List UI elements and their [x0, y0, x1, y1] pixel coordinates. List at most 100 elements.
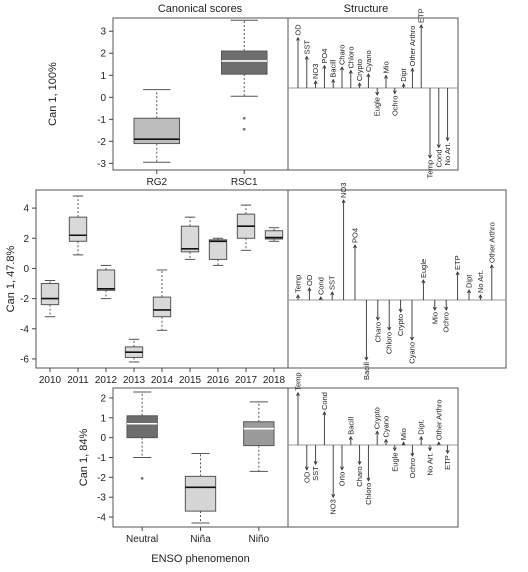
header-canonical-scores: Canonical scores	[158, 3, 243, 15]
loading-eugle	[375, 88, 380, 96]
loading-label: Ochro	[390, 96, 399, 116]
loading-temp	[428, 88, 432, 159]
loading-label: Mio	[399, 428, 408, 440]
arrow-head	[348, 69, 353, 74]
loading-label: ETP	[453, 255, 462, 270]
loading-temp	[296, 294, 300, 300]
y-tick-label: 1	[100, 71, 106, 82]
outlier-point	[242, 116, 246, 120]
loading-cyano	[366, 73, 371, 88]
arrow-head	[296, 36, 300, 41]
x-tick-label: 2017	[235, 375, 258, 386]
loading-po4	[322, 64, 327, 88]
box-2013	[124, 338, 144, 372]
loading-label: Crypto	[373, 407, 382, 429]
structure-frame	[287, 189, 507, 369]
loading-ochro	[410, 445, 415, 457]
loading-label: SST	[328, 275, 337, 290]
loading-label: Mio	[382, 61, 391, 73]
y-tick-label: 2	[23, 234, 29, 245]
loading-dipt	[401, 82, 406, 88]
loading-label: Charo	[373, 322, 382, 342]
y-axis-label: Can 1, 47.8%	[5, 245, 17, 312]
arrow-head	[331, 78, 336, 83]
loading-label: Crypto	[396, 314, 405, 336]
loading-dipt	[467, 289, 471, 300]
loading-label: Cyano	[364, 50, 373, 72]
y-tick-label: -4	[97, 513, 106, 524]
loading-label: Charo	[355, 466, 364, 486]
x-tick-label: 2015	[179, 375, 202, 386]
arrow-head	[445, 450, 450, 455]
loading-label: SST	[302, 39, 311, 54]
arrow-head	[392, 90, 397, 95]
box-iqr	[264, 230, 284, 240]
loading-no-art-	[478, 294, 483, 300]
loading-label: No Art.	[443, 143, 452, 166]
arrow-head	[401, 82, 406, 87]
box-iqr	[208, 239, 228, 260]
loading-label: No Art.	[476, 270, 485, 293]
loading-orto	[340, 445, 344, 471]
loading-od	[304, 445, 309, 471]
loading-no-art-	[428, 445, 432, 452]
loading-label: ETP	[443, 455, 452, 470]
loading-crypto	[375, 430, 380, 445]
arrow-head	[357, 461, 362, 466]
loading-label: Temp	[294, 275, 303, 293]
loading-eugle	[421, 279, 426, 300]
y-tick-label: -1	[97, 115, 106, 126]
arrow-head	[384, 438, 388, 443]
loading-label: Chloro	[364, 483, 373, 505]
arrow-head	[478, 294, 483, 299]
y-tick-label: 0	[100, 433, 106, 444]
charts-layer: 3 2 1 0 -1 -2 -3 Can 1, 100% RG2 RSC1 4 2 0 -2 -4 -6 Can…	[5, 8, 507, 565]
loading-label: Other Arthro	[487, 222, 496, 263]
loading-label: NO3	[329, 499, 338, 514]
box-2016	[208, 237, 228, 372]
loading-eugle	[392, 445, 397, 452]
loading-label: Cond	[316, 277, 325, 295]
loading-ochro	[392, 88, 397, 95]
loading-sst	[313, 445, 318, 466]
arrow-head	[304, 55, 309, 60]
arrow-head	[340, 466, 344, 471]
x-axis-label: ENSO phenomenon	[151, 553, 249, 565]
y-tick-label: 2	[100, 49, 106, 60]
loading-sst	[304, 55, 309, 88]
loading-label: OD	[305, 274, 314, 286]
arrow-head	[444, 306, 449, 311]
box-2015	[180, 216, 200, 372]
loading-label: NO3	[339, 183, 348, 198]
loading-label: Temp	[426, 160, 435, 178]
y-tick-label: 4	[23, 204, 29, 215]
box-iqr	[96, 269, 116, 291]
box-iqr	[221, 50, 268, 75]
arrow-head	[366, 73, 371, 78]
loading-ochro	[444, 300, 449, 311]
loading-label: Dipt.	[417, 419, 426, 434]
arrow-head	[410, 452, 415, 457]
loading-label: NO3	[311, 64, 320, 79]
arrow-head	[322, 411, 327, 416]
arrow-head	[421, 279, 426, 284]
arrow-head	[432, 306, 437, 311]
box-iqr	[152, 296, 172, 318]
loading-label: SST	[311, 466, 320, 481]
loading-etp	[445, 445, 450, 455]
arrow-head	[375, 430, 380, 435]
arrow-head	[322, 64, 327, 69]
y-axis-label: Can 1, 84%	[78, 429, 90, 487]
loading-label: Chloro	[346, 46, 355, 68]
y-tick-label: -4	[20, 324, 29, 335]
arrow-head	[331, 494, 336, 499]
arrow-head	[384, 74, 388, 79]
arrow-head	[340, 66, 344, 71]
arrow-head	[392, 447, 397, 452]
loading-label: Temp	[294, 372, 303, 390]
loading-other-arthro	[489, 264, 494, 300]
y-tick-label: 0	[23, 264, 29, 275]
arrow-head	[455, 271, 460, 276]
loading-label: Other Arthro	[408, 26, 417, 67]
loading-label: Ochro	[408, 458, 417, 478]
